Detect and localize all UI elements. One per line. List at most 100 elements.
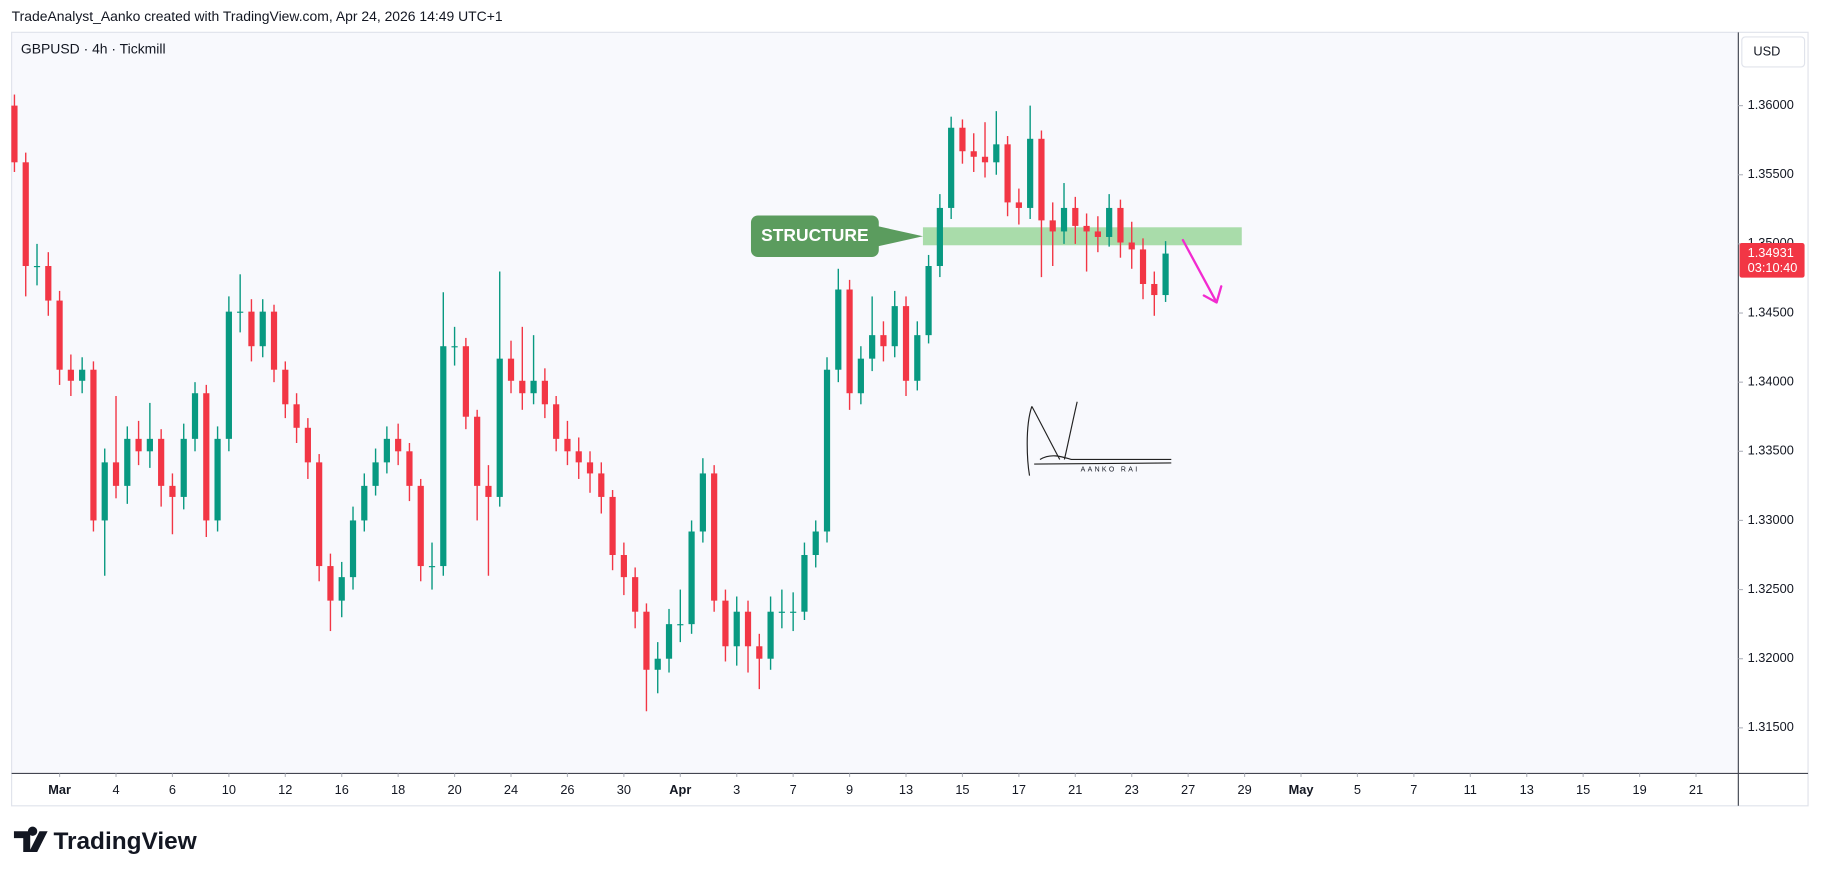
x-tick-label: 4 (112, 782, 119, 797)
candle-body (451, 346, 458, 348)
candle-body (665, 624, 673, 659)
y-tick-label: 1.36000 (1748, 97, 1794, 112)
candle-body (790, 611, 797, 613)
x-tick-label: 30 (617, 782, 631, 797)
x-tick-label: 7 (790, 782, 797, 797)
candle-body (440, 346, 447, 567)
x-tick-label: 7 (1410, 782, 1417, 797)
candle-body (541, 380, 548, 405)
candle-body (428, 566, 436, 568)
x-tick-label: 10 (222, 782, 236, 797)
candle-body (1038, 138, 1045, 221)
candle-body (146, 438, 153, 452)
x-tick-label: 15 (955, 782, 969, 797)
candle-body (327, 566, 334, 601)
candle-body (259, 311, 266, 347)
candle-body (530, 380, 537, 394)
last-price-tag (1739, 243, 1805, 278)
symbol-title: GBPUSD · 4h · Tickmill (21, 40, 166, 56)
last-price-label: 1.34931 (1748, 245, 1794, 260)
candle-body (1139, 249, 1147, 284)
logo-icon (13, 826, 48, 852)
countdown-label: 03:10:40 (1748, 260, 1798, 275)
candle-body (45, 266, 52, 301)
candle-body (79, 369, 86, 381)
candle-body (361, 485, 368, 521)
signature-text: AANKO RAI (1081, 467, 1140, 474)
candle-body (880, 335, 887, 347)
candle-body (767, 611, 774, 659)
candle-body (474, 416, 481, 486)
candle-body (598, 473, 605, 497)
candle-body (56, 300, 63, 370)
x-tick-label: 6 (169, 782, 176, 797)
candle-body (902, 306, 910, 381)
candle-body (778, 611, 785, 613)
candle-body (225, 311, 232, 439)
candle-body (970, 151, 977, 157)
candle-body (1072, 207, 1079, 226)
candle-body (688, 531, 695, 625)
candle-body (1106, 207, 1113, 237)
candle-body (203, 393, 210, 521)
candle-body (1015, 202, 1022, 208)
candle-body (744, 611, 752, 647)
x-tick-label: Mar (48, 782, 71, 797)
candle-body (936, 207, 943, 267)
x-tick-label: 13 (899, 782, 913, 797)
candle-body (823, 369, 831, 532)
candle-body (609, 496, 616, 556)
candle-body (1049, 220, 1056, 232)
candle-body (981, 156, 989, 163)
candle-body (372, 462, 379, 486)
candle-body (677, 624, 684, 626)
candle-body (1162, 253, 1169, 296)
candle-body (620, 555, 627, 578)
candle-body (293, 404, 300, 428)
candle-body (395, 438, 402, 452)
candle-body (135, 438, 142, 452)
candle-body (654, 658, 661, 670)
candle-body (1128, 242, 1135, 250)
x-tick-label: May (1289, 782, 1315, 797)
signature-stroke (1026, 401, 1172, 476)
projection-arrow (1181, 238, 1223, 304)
candle-body (112, 462, 120, 486)
candle-body (1004, 144, 1011, 203)
candle-body (711, 473, 718, 601)
candle-body (383, 438, 390, 463)
y-tick-label: 1.33000 (1748, 512, 1794, 527)
candle-body (169, 485, 176, 497)
structure-label: STRUCTURE (761, 225, 868, 245)
candle-body (733, 611, 740, 647)
candle-body (1083, 225, 1090, 232)
candle-body (835, 289, 842, 370)
x-tick-label: 17 (1012, 782, 1026, 797)
logo-text: TradingView (53, 828, 196, 855)
candle-body (507, 358, 515, 381)
x-tick-label: 9 (846, 782, 853, 797)
candle-body (237, 311, 244, 313)
candle-body (33, 266, 41, 268)
candle-body (632, 577, 639, 612)
candle-body (270, 311, 278, 370)
x-tick-label: 21 (1689, 782, 1703, 797)
candle-body (101, 462, 108, 521)
candle-body (191, 393, 199, 439)
x-tick-label: 23 (1125, 782, 1139, 797)
candle-body (248, 311, 255, 347)
candle-body (316, 462, 323, 567)
y-tick-label: 1.34000 (1748, 374, 1794, 389)
x-tick-label: 13 (1520, 782, 1534, 797)
candle-body (925, 266, 932, 336)
candle-body (1094, 231, 1101, 237)
candle-body (1117, 207, 1124, 243)
candle-body (485, 485, 492, 497)
candle-body (417, 485, 424, 567)
candle-body (1060, 207, 1068, 232)
structure-pointer (876, 225, 923, 247)
x-tick-label: 19 (1632, 782, 1646, 797)
x-tick-label: 12 (278, 782, 292, 797)
y-tick-label: 1.35500 (1748, 166, 1794, 181)
